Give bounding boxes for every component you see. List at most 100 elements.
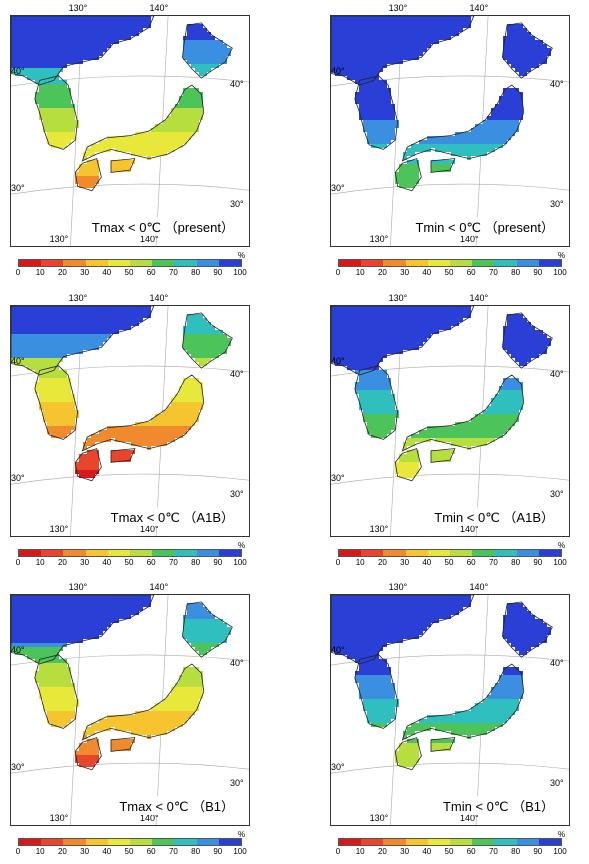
map-panel-tmax-a1b: 130°140°130°140°40°30°40°30°Tmax < 0℃ （A… — [10, 305, 248, 575]
colorbar-tick-label: 40 — [102, 847, 111, 856]
colorbar-tick-label: 40 — [102, 558, 111, 567]
colorbar-tick-label: 90 — [213, 847, 222, 856]
colorbar-swatch — [152, 260, 174, 266]
right-latitude-label: 30° — [550, 778, 564, 788]
panel-label: Tmin < 0℃ （A1B） — [432, 507, 556, 526]
map-panel-tmin-a1b: 130°140°130°140°40°30°40°30°Tmin < 0℃ （A… — [330, 305, 568, 575]
panel-label: Tmax < 0℃ （A1B） — [109, 507, 236, 526]
colorbar-tick-label: 100 — [553, 268, 566, 277]
map-frame — [330, 15, 570, 247]
colorbar-swatch — [428, 550, 450, 556]
left-latitude-label: 30° — [331, 473, 345, 483]
left-latitude-label: 40° — [331, 66, 345, 76]
colorbar-tick-label: 0 — [16, 847, 20, 856]
map-frame — [10, 305, 250, 537]
colorbar-swatch — [383, 260, 405, 266]
colorbar-swatch — [494, 550, 516, 556]
colorbar-tick-label: 60 — [147, 558, 156, 567]
bottom-longitude-label: 130° — [370, 813, 389, 823]
colorbar-tick-label: 30 — [400, 847, 409, 856]
colorbar-tick-label: 30 — [400, 558, 409, 567]
colorbar-tick-label: 30 — [80, 847, 89, 856]
colorbar-swatch — [339, 839, 361, 845]
bottom-longitude-label: 130° — [50, 813, 69, 823]
left-latitude-label: 30° — [331, 183, 345, 193]
colorbar-tick-label: 100 — [553, 558, 566, 567]
right-latitude-label: 40° — [230, 79, 244, 89]
colorbar-swatch — [517, 260, 539, 266]
colorbar-tick-label: 90 — [213, 268, 222, 277]
colorbar-unit: % — [238, 541, 245, 550]
left-latitude-label: 40° — [331, 645, 345, 655]
right-latitude-label: 40° — [550, 658, 564, 668]
colorbar-swatch — [63, 550, 85, 556]
colorbar-swatch — [174, 839, 196, 845]
colorbar-tick-label: 80 — [511, 268, 520, 277]
colorbar-swatch — [494, 839, 516, 845]
colorbar-tick-label: 70 — [489, 847, 498, 856]
colorbar-tick-label: 40 — [422, 847, 431, 856]
colorbar-swatch — [450, 260, 472, 266]
colorbar-tick-label: 70 — [489, 268, 498, 277]
colorbar-swatch — [108, 260, 130, 266]
colorbar-tick-label: 100 — [553, 847, 566, 856]
colorbar-swatch — [450, 839, 472, 845]
colorbar-tick-label: 80 — [191, 268, 200, 277]
colorbar-unit: % — [558, 830, 565, 839]
colorbar-tick-label: 30 — [80, 268, 89, 277]
colorbar-swatch — [339, 260, 361, 266]
top-longitude-label: 140° — [150, 582, 169, 592]
top-longitude-label: 140° — [470, 582, 489, 592]
colorbar-swatch — [130, 260, 152, 266]
map-panel-tmax-present: 130°140°130°140°40°30°40°30°Tmax < 0℃ （p… — [10, 15, 248, 285]
colorbar-swatch — [86, 839, 108, 845]
colorbar-swatch — [130, 839, 152, 845]
right-latitude-label: 40° — [550, 79, 564, 89]
right-latitude-label: 30° — [230, 489, 244, 499]
colorbar-tick-label: 100 — [233, 558, 246, 567]
right-latitude-label: 30° — [230, 199, 244, 209]
colorbar-swatch — [539, 839, 561, 845]
colorbar-swatch — [19, 550, 41, 556]
panel-label: Tmin < 0℃ （present） — [413, 217, 556, 236]
latitude-line — [331, 763, 569, 773]
colorbar-tick-label: 70 — [169, 847, 178, 856]
bottom-longitude-label: 130° — [370, 524, 389, 534]
map-frame — [330, 594, 570, 826]
left-latitude-label: 40° — [331, 356, 345, 366]
colorbar-swatch — [428, 260, 450, 266]
bottom-longitude-label: 130° — [50, 234, 69, 244]
top-longitude-label: 130° — [69, 293, 88, 303]
colorbar-tick-label: 60 — [147, 268, 156, 277]
colorbar-tick-label: 20 — [58, 268, 67, 277]
left-latitude-label: 30° — [11, 473, 25, 483]
colorbar-unit: % — [558, 251, 565, 260]
latitude-line — [331, 474, 569, 484]
colorbar-swatch — [472, 839, 494, 845]
colorbar — [338, 259, 562, 267]
colorbar — [338, 838, 562, 846]
colorbar-swatch — [41, 260, 63, 266]
colorbar-tick-label: 10 — [356, 847, 365, 856]
map-frame — [10, 15, 250, 247]
colorbar-swatch — [197, 839, 219, 845]
colorbar-tick-label: 0 — [16, 268, 20, 277]
map-frame — [330, 305, 570, 537]
top-longitude-label: 130° — [389, 3, 408, 13]
top-longitude-label: 130° — [69, 3, 88, 13]
colorbar-tick-label: 10 — [356, 558, 365, 567]
colorbar — [18, 259, 242, 267]
colorbar-swatch — [428, 839, 450, 845]
colorbar-swatch — [197, 550, 219, 556]
latitude-line — [331, 184, 569, 194]
colorbar-tick-label: 50 — [125, 268, 134, 277]
panel-label: Tmax < 0℃ （present） — [90, 217, 236, 236]
map-panel-tmin-present: 130°140°130°140°40°30°40°30°Tmin < 0℃ （p… — [330, 15, 568, 285]
map-svg — [331, 595, 569, 825]
colorbar-swatch — [63, 260, 85, 266]
colorbar-tick-label: 80 — [511, 847, 520, 856]
colorbar-swatch — [517, 550, 539, 556]
colorbar-swatch — [19, 839, 41, 845]
colorbar-tick-label: 20 — [378, 558, 387, 567]
right-latitude-label: 30° — [550, 489, 564, 499]
